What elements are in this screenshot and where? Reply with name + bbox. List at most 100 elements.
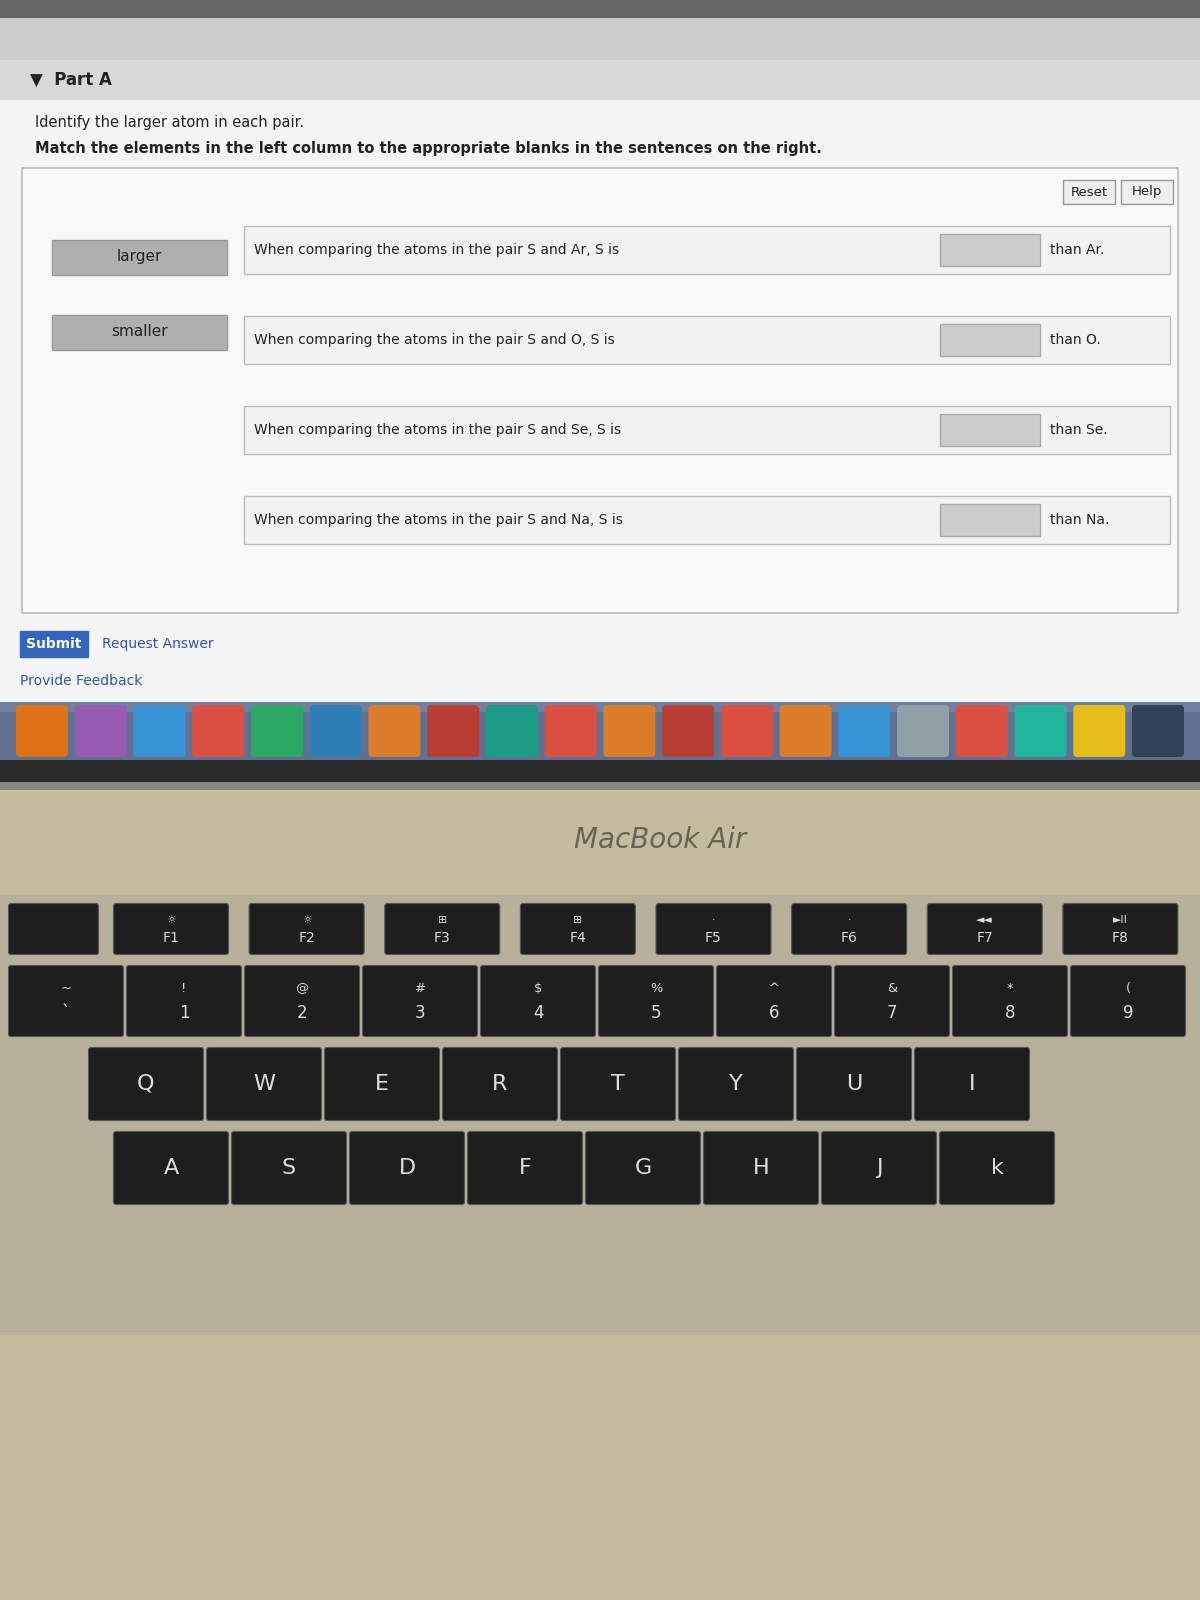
FancyBboxPatch shape <box>8 904 98 955</box>
Bar <box>940 504 1040 536</box>
Bar <box>244 496 1170 544</box>
Text: U: U <box>846 1074 862 1094</box>
Text: ·: · <box>712 915 715 925</box>
Text: Match the elements in the left column to the appropriate blanks in the sentences: Match the elements in the left column to… <box>35 141 822 155</box>
Text: D: D <box>398 1158 415 1178</box>
Text: 2: 2 <box>296 1005 307 1022</box>
Text: When comparing the atoms in the pair S and Ar, S is: When comparing the atoms in the pair S a… <box>254 243 619 258</box>
Text: Q: Q <box>137 1074 155 1094</box>
FancyBboxPatch shape <box>232 1131 347 1205</box>
Text: F5: F5 <box>706 931 722 944</box>
Bar <box>0 782 1200 790</box>
Text: &: & <box>887 982 898 995</box>
Text: Y: Y <box>730 1074 743 1094</box>
Text: F7: F7 <box>977 931 994 944</box>
FancyBboxPatch shape <box>114 904 228 955</box>
FancyBboxPatch shape <box>898 706 949 757</box>
Bar <box>0 0 1200 18</box>
FancyBboxPatch shape <box>834 965 949 1037</box>
Text: T: T <box>611 1074 625 1094</box>
FancyBboxPatch shape <box>560 1048 676 1120</box>
Text: 4: 4 <box>533 1005 544 1022</box>
FancyBboxPatch shape <box>480 965 595 1037</box>
FancyBboxPatch shape <box>22 168 1178 613</box>
Text: ◄◄: ◄◄ <box>977 915 994 925</box>
Text: Help: Help <box>1132 186 1162 198</box>
FancyBboxPatch shape <box>324 1048 439 1120</box>
Text: 6: 6 <box>769 1005 779 1022</box>
Bar <box>0 702 1200 760</box>
Text: %: % <box>650 982 662 995</box>
Text: 7: 7 <box>887 1005 898 1022</box>
Text: @: @ <box>295 982 308 995</box>
Bar <box>244 226 1170 274</box>
FancyBboxPatch shape <box>89 1048 204 1120</box>
Text: than Na.: than Na. <box>1050 514 1109 526</box>
Text: F8: F8 <box>1112 931 1129 944</box>
Text: H: H <box>752 1158 769 1178</box>
FancyBboxPatch shape <box>362 965 478 1037</box>
FancyBboxPatch shape <box>1070 965 1186 1037</box>
Bar <box>0 99 1200 760</box>
Bar <box>0 59 1200 99</box>
FancyBboxPatch shape <box>192 706 245 757</box>
Text: 5: 5 <box>650 1005 661 1022</box>
Text: F1: F1 <box>162 931 180 944</box>
Bar <box>0 760 1200 782</box>
Text: ▼  Part A: ▼ Part A <box>30 70 112 90</box>
Text: than Ar.: than Ar. <box>1050 243 1104 258</box>
Text: than Se.: than Se. <box>1050 422 1108 437</box>
Text: Identify the larger atom in each pair.: Identify the larger atom in each pair. <box>35 115 304 130</box>
Text: 8: 8 <box>1004 1005 1015 1022</box>
FancyBboxPatch shape <box>545 706 596 757</box>
Text: R: R <box>492 1074 508 1094</box>
FancyBboxPatch shape <box>468 1131 582 1205</box>
Text: k: k <box>990 1158 1003 1178</box>
Text: F2: F2 <box>299 931 314 944</box>
Text: J: J <box>876 1158 882 1178</box>
Text: When comparing the atoms in the pair S and O, S is: When comparing the atoms in the pair S a… <box>254 333 614 347</box>
Text: Submit: Submit <box>26 637 82 651</box>
Text: MacBook Air: MacBook Air <box>574 826 746 854</box>
Text: larger: larger <box>116 250 162 264</box>
Text: ·: · <box>847 915 851 925</box>
Text: I: I <box>968 1074 976 1094</box>
Text: ☼: ☼ <box>166 915 176 925</box>
Text: `: ` <box>62 1005 70 1022</box>
FancyBboxPatch shape <box>953 965 1068 1037</box>
Text: G: G <box>635 1158 652 1178</box>
Text: F4: F4 <box>570 931 587 944</box>
Bar <box>940 323 1040 357</box>
Text: !: ! <box>181 982 187 995</box>
Bar <box>0 18 1200 760</box>
Text: 9: 9 <box>1123 1005 1133 1022</box>
Text: *: * <box>1007 982 1013 995</box>
FancyBboxPatch shape <box>245 965 360 1037</box>
FancyBboxPatch shape <box>1014 706 1067 757</box>
FancyBboxPatch shape <box>385 904 499 955</box>
Bar <box>0 702 1200 712</box>
FancyBboxPatch shape <box>52 315 227 350</box>
FancyBboxPatch shape <box>604 706 655 757</box>
FancyBboxPatch shape <box>721 706 773 757</box>
Bar <box>940 234 1040 266</box>
FancyBboxPatch shape <box>114 1131 228 1205</box>
FancyBboxPatch shape <box>599 965 714 1037</box>
FancyBboxPatch shape <box>206 1048 322 1120</box>
FancyBboxPatch shape <box>940 1131 1055 1205</box>
FancyBboxPatch shape <box>1073 706 1126 757</box>
Text: smaller: smaller <box>110 325 167 339</box>
Text: ►II: ►II <box>1112 915 1128 925</box>
Text: W: W <box>253 1074 275 1094</box>
Text: ⊞: ⊞ <box>438 915 446 925</box>
FancyBboxPatch shape <box>8 965 124 1037</box>
FancyBboxPatch shape <box>16 706 68 757</box>
Text: ^: ^ <box>768 982 780 995</box>
FancyBboxPatch shape <box>678 1048 793 1120</box>
Bar <box>0 760 1200 1600</box>
FancyBboxPatch shape <box>52 240 227 275</box>
FancyBboxPatch shape <box>521 904 635 955</box>
Bar <box>0 18 1200 59</box>
FancyBboxPatch shape <box>349 1131 464 1205</box>
FancyBboxPatch shape <box>74 706 127 757</box>
